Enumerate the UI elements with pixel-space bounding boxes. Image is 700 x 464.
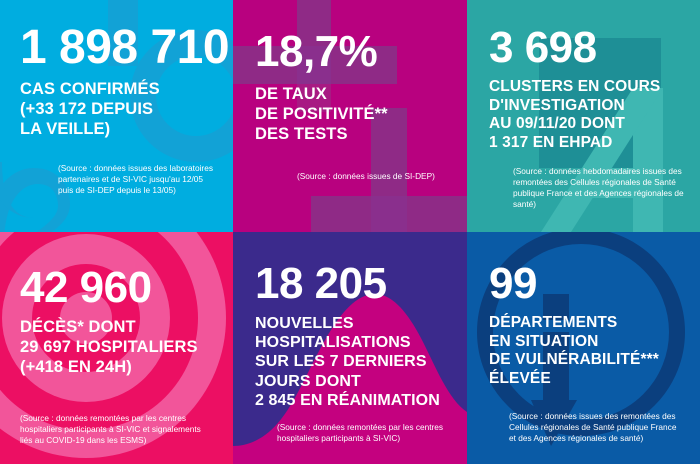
stat-source: (Source : données hebdomadaires issues d… <box>513 165 684 209</box>
stat-value: 18,7% <box>255 27 378 76</box>
stat-card-cas-confirmes: 1 898 710 CAS CONFIRMÉS (+33 172 DEPUIS … <box>0 0 233 232</box>
stat-label: DE TAUX DE POSITIVITÉ** DES TESTS <box>255 85 388 143</box>
stat-label: NOUVELLES HOSPITALISATIONS SUR LES 7 DER… <box>255 315 440 409</box>
stat-card-clusters: 3 698 CLUSTERS EN COURS D'INVESTIGATION … <box>467 0 700 232</box>
card-content: 18,7% DE TAUX DE POSITIVITÉ** DES TESTS … <box>233 0 467 232</box>
stat-card-departements: 99 DÉPARTEMENTS EN SITUATION DE VULNÉRAB… <box>467 232 700 464</box>
stat-label: DÉPARTEMENTS EN SITUATION DE VULNÉRABILI… <box>489 314 659 387</box>
stat-label: CLUSTERS EN COURS D'INVESTIGATION AU 09/… <box>489 78 661 151</box>
card-content: 1 898 710 CAS CONFIRMÉS (+33 172 DEPUIS … <box>0 0 233 232</box>
concentric-rings-watermark <box>0 232 226 458</box>
stat-value: 99 <box>489 259 537 308</box>
stat-card-taux-positivite: 18,7% DE TAUX DE POSITIVITÉ** DES TESTS … <box>233 0 467 232</box>
number-2-0-watermark <box>0 0 233 232</box>
stat-value: 3 698 <box>489 23 597 72</box>
stat-source: (Source : données remontées par les cent… <box>277 421 444 443</box>
stat-card-hospitalisations: 18 205 NOUVELLES HOSPITALISATIONS SUR LE… <box>233 232 467 464</box>
stat-source: (Source : données issues des remontées d… <box>509 410 677 443</box>
stat-value: 1 898 710 <box>20 21 230 74</box>
card-content: 3 698 CLUSTERS EN COURS D'INVESTIGATION … <box>467 0 700 232</box>
stat-value: 18 205 <box>255 259 387 308</box>
card-content: 42 960 DÉCÈS* DONT 29 697 HOSPITALIERS (… <box>0 232 233 464</box>
stat-source: (Source : données remontées par les cent… <box>20 412 201 445</box>
stat-source: (Source : données issues de SI-DEP) <box>297 170 435 181</box>
stat-source: (Source : données issues des laboratoire… <box>58 162 213 195</box>
stat-label: CAS CONFIRMÉS (+33 172 DEPUIS LA VEILLE) <box>20 80 160 138</box>
curve-hill-watermark <box>233 294 467 464</box>
card-content: 99 DÉPARTEMENTS EN SITUATION DE VULNÉRAB… <box>467 232 700 464</box>
stat-value: 42 960 <box>20 263 152 312</box>
cross-blocks-watermark <box>233 0 467 232</box>
stat-card-deces: 42 960 DÉCÈS* DONT 29 697 HOSPITALIERS (… <box>0 232 233 464</box>
number-4-watermark <box>539 38 663 232</box>
stat-label: DÉCÈS* DONT 29 697 HOSPITALIERS (+418 EN… <box>20 318 198 376</box>
card-content: 18 205 NOUVELLES HOSPITALISATIONS SUR LE… <box>233 232 467 464</box>
info-speech-bubble-watermark <box>477 232 685 446</box>
